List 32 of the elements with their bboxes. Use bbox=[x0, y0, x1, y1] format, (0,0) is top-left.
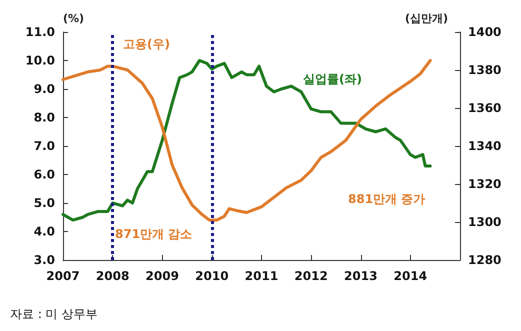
y-tick-label: 10.0 bbox=[25, 54, 55, 68]
y-tick-label: 3.0 bbox=[34, 253, 55, 267]
annotation: 881만개 증가 bbox=[348, 192, 426, 206]
y2-tick-label: 1320 bbox=[468, 177, 502, 191]
y2-tick-label: 1400 bbox=[468, 25, 502, 39]
annotation: 실업률(좌) bbox=[303, 72, 362, 86]
x-tick-label: 2011 bbox=[244, 269, 278, 283]
y-tick-label: 5.0 bbox=[34, 196, 55, 210]
x-tick-label: 2013 bbox=[344, 269, 378, 283]
y-tick-label: 4.0 bbox=[34, 224, 55, 238]
x-tick-label: 2010 bbox=[195, 269, 229, 283]
annotation: 871만개 감소 bbox=[115, 227, 192, 241]
annotation: 고용(우) bbox=[123, 37, 170, 51]
x-tick-label: 2007 bbox=[46, 269, 80, 283]
y-tick-label: 8.0 bbox=[34, 110, 55, 124]
y2-tick-label: 1340 bbox=[468, 139, 502, 153]
y2-tick-label: 1380 bbox=[468, 63, 502, 77]
y-tick-label: 6.0 bbox=[34, 168, 55, 182]
y2-tick-label: 1360 bbox=[468, 101, 502, 115]
y2-tick-label: 1280 bbox=[468, 253, 502, 267]
x-tick-label: 2012 bbox=[294, 269, 328, 283]
x-tick-label: 2009 bbox=[146, 269, 179, 283]
text: 자료 : 미 상무부 bbox=[10, 307, 98, 321]
y2-axis-title: (십만개) bbox=[404, 12, 448, 25]
x-tick-label: 2008 bbox=[96, 269, 130, 283]
y-tick-label: 11.0 bbox=[25, 25, 55, 39]
y-tick-label: 9.0 bbox=[34, 82, 55, 96]
y-tick-label: 7.0 bbox=[34, 139, 55, 153]
x-tick-label: 2014 bbox=[394, 269, 428, 283]
y2-tick-label: 1300 bbox=[468, 215, 502, 229]
y-axis-title: (%) bbox=[63, 12, 84, 25]
line-series bbox=[62, 59, 432, 222]
